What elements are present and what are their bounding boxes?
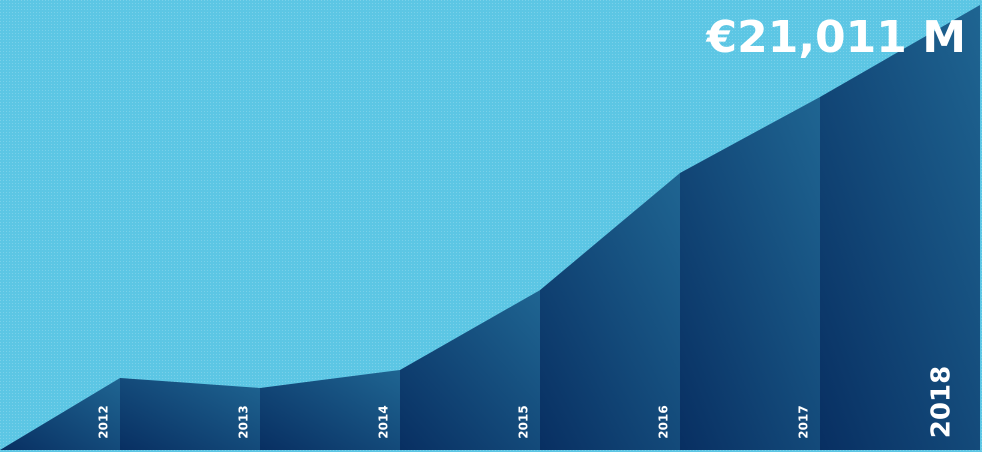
value-label: €21,011 M (705, 12, 966, 63)
area-segment (400, 290, 540, 450)
x-tick-label: 2018 (927, 366, 957, 438)
x-tick-label: 2016 (657, 405, 671, 438)
area-segment (120, 377, 260, 450)
area-segment (540, 172, 680, 450)
area-segment (260, 369, 400, 450)
x-tick-label: 2012 (97, 405, 111, 438)
x-tick-label: 2013 (237, 405, 251, 438)
x-tick-label: 2017 (797, 405, 811, 438)
area-segment (680, 96, 820, 450)
area-segment (820, 5, 980, 450)
x-tick-label: 2015 (517, 405, 531, 438)
x-tick-label: 2014 (377, 405, 391, 438)
area-segment (0, 377, 120, 450)
